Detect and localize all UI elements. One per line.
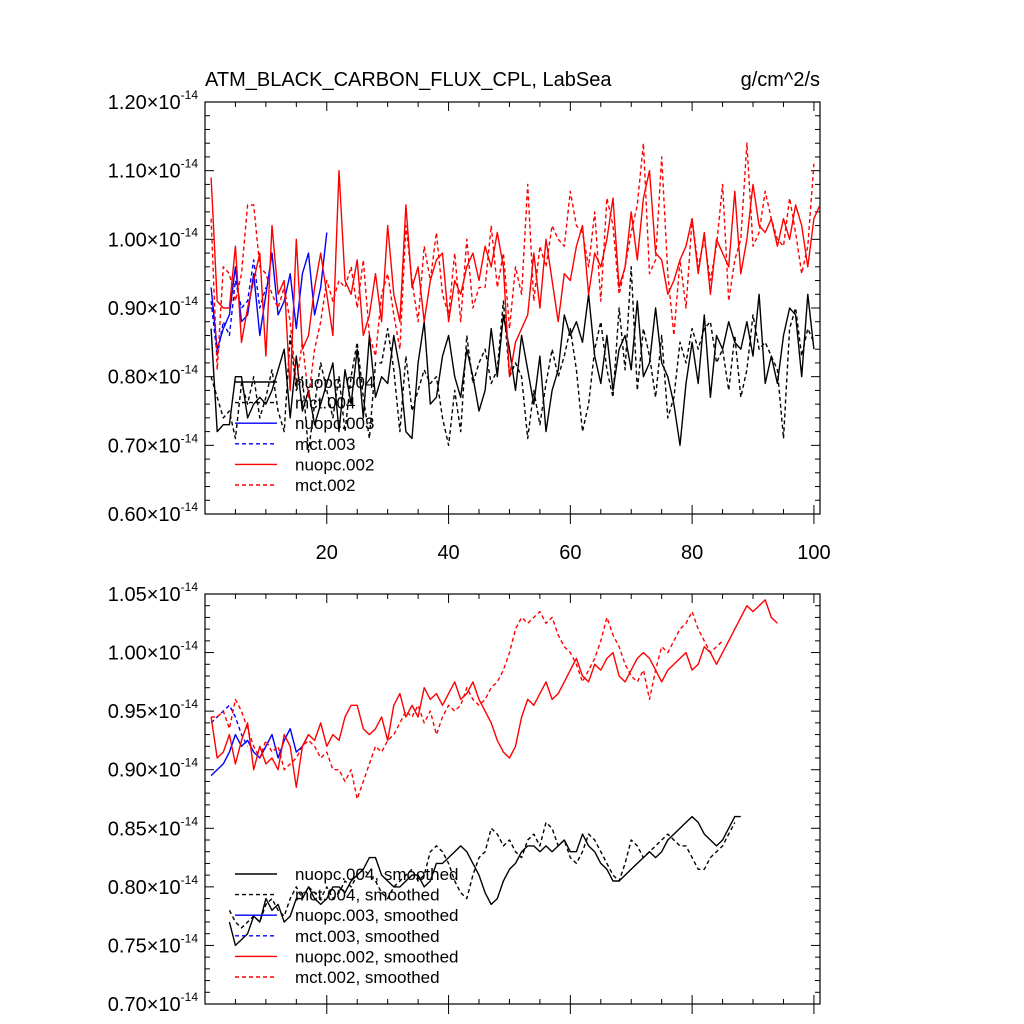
y-tick-label: 1.20×10-14 (108, 88, 199, 114)
y-tick-label: 0.70×10-14 (108, 431, 199, 457)
series-line-mct-003-smoothed (210, 704, 249, 747)
series-line-mct-002 (210, 142, 815, 398)
y-tick-label: 0.75×10-14 (108, 931, 199, 957)
series-group (210, 599, 778, 947)
panel-bottom: 0.70×10-14 0.75×10-14 0.80×10-14 0.85×10-14… (108, 580, 821, 1016)
series-line-mct-003 (210, 259, 267, 357)
y-tick-label: 0.80×10-14 (108, 873, 199, 899)
series-line-nuopc-004 (210, 293, 815, 446)
panel-top: ATM_BLACK_CARBON_FLUX_CPL, LabSea g/cm^2/… (108, 69, 831, 564)
legend-label: mct.003, smoothed (295, 927, 440, 946)
legend-label: mct.004, smoothed (295, 886, 440, 905)
series-group (210, 142, 820, 453)
series-line-mct-002-smoothed (211, 610, 724, 800)
plot-frame (204, 593, 821, 1005)
y-tick-label: 0.95×10-14 (108, 697, 199, 723)
series-line-nuopc-004-smoothed (228, 815, 741, 947)
legend-label: mct.003 (295, 435, 355, 454)
y-tick-label: 0.60×10-14 (108, 500, 199, 526)
x-tick-label: 80 (681, 542, 703, 564)
y-tick-label: 0.70×10-14 (108, 990, 199, 1016)
series-line-nuopc-002 (210, 169, 820, 392)
x-tick-label: 20 (316, 542, 338, 564)
y-tick-label: 0.90×10-14 (108, 756, 199, 782)
chart-units: g/cm^2/s (741, 69, 820, 91)
x-tick-label: 40 (437, 542, 459, 564)
legend-label: nuopc.004 (295, 373, 374, 392)
y-tick-label: 1.00×10-14 (108, 639, 199, 665)
y-tick-label: 0.90×10-14 (108, 294, 199, 320)
y-tick-label: 1.05×10-14 (108, 580, 199, 606)
legend-label: mct.002 (295, 476, 355, 495)
y-tick-label: 0.80×10-14 (108, 363, 199, 389)
chart-title: ATM_BLACK_CARBON_FLUX_CPL, LabSea (205, 69, 612, 91)
x-tick-label: 100 (797, 542, 830, 564)
legend-label: nuopc.003, smoothed (295, 906, 459, 925)
legend-label: nuopc.002, smoothed (295, 947, 459, 966)
legend-label: mct.002, smoothed (295, 968, 440, 987)
legend-label: nuopc.002 (295, 455, 374, 474)
series-line-nuopc-002-smoothed (210, 599, 778, 788)
y-tick-label: 1.00×10-14 (108, 225, 199, 251)
series-line-nuopc-003 (210, 232, 328, 350)
legend-label: nuopc.004, smoothed (295, 865, 459, 884)
x-tick-label: 60 (559, 542, 581, 564)
legend-label: nuopc.003 (295, 414, 374, 433)
y-tick-label: 1.10×10-14 (108, 157, 199, 183)
y-tick-label: 0.85×10-14 (108, 814, 199, 840)
legend-label: mct.004 (295, 394, 355, 413)
